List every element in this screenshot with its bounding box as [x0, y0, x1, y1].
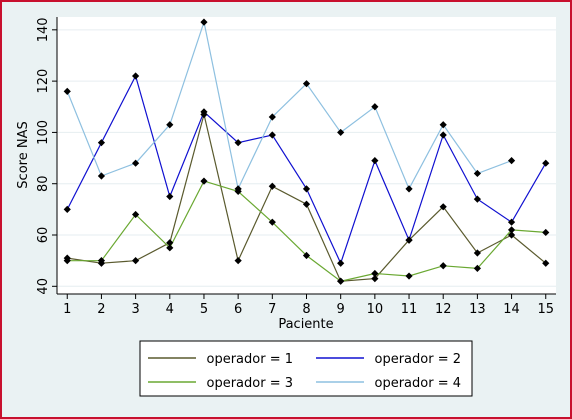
data-point — [405, 272, 413, 280]
data-point — [405, 185, 413, 193]
series-line-4 — [66, 19, 512, 191]
data-point — [268, 218, 276, 226]
x-tick-label: 9 — [337, 302, 345, 317]
data-point — [371, 275, 379, 283]
data-point — [507, 231, 516, 239]
data-point — [302, 200, 311, 208]
data-point — [166, 244, 174, 252]
x-tick-label: 8 — [302, 302, 310, 317]
data-point — [302, 80, 311, 88]
x-tick-label: 13 — [469, 302, 486, 317]
legend-label: operador = 4 — [375, 376, 462, 391]
x-tick-label: 3 — [131, 302, 139, 317]
x-tick-label: 12 — [435, 302, 452, 317]
y-tick-label: 80 — [36, 175, 51, 192]
x-axis-title: Paciente — [278, 317, 333, 332]
x-tick-label: 10 — [367, 302, 384, 317]
data-point — [371, 103, 379, 111]
y-tick-label: 140 — [36, 17, 51, 42]
y-tick-label: 100 — [36, 120, 51, 145]
data-point — [132, 210, 140, 219]
data-point — [63, 257, 71, 265]
data-point — [268, 131, 276, 139]
data-point — [268, 113, 276, 121]
data-point — [132, 159, 140, 167]
x-tick-label: 2 — [97, 302, 105, 317]
data-point — [371, 157, 379, 165]
legend-box — [139, 340, 473, 397]
data-point — [200, 108, 208, 116]
data-point — [439, 131, 447, 139]
data-point — [166, 121, 174, 129]
data-point — [473, 169, 481, 178]
data-point — [439, 203, 447, 211]
x-tick-label: 1 — [63, 302, 71, 317]
x-tick-label: 4 — [166, 302, 174, 317]
data-point — [97, 257, 106, 265]
x-tick-label: 6 — [234, 302, 242, 317]
data-point — [542, 259, 550, 267]
data-point — [371, 269, 379, 278]
y-tick-label: 60 — [36, 227, 51, 244]
data-point — [473, 195, 481, 203]
data-point — [132, 257, 140, 265]
y-axis-title: Score NAS — [16, 121, 31, 188]
y-tick-label: 120 — [36, 69, 51, 94]
data-point — [166, 192, 174, 201]
data-point — [542, 228, 550, 237]
data-point — [200, 177, 208, 185]
data-point — [234, 185, 242, 193]
data-point — [200, 18, 208, 26]
data-point — [473, 249, 481, 257]
y-tick-label: 40 — [36, 278, 51, 295]
data-point — [268, 182, 276, 190]
data-point — [337, 259, 345, 267]
data-point — [234, 139, 242, 147]
data-point — [302, 251, 311, 260]
legend-label: operador = 3 — [207, 376, 294, 391]
data-point — [542, 159, 550, 167]
data-point — [473, 264, 481, 272]
x-tick-label: 15 — [537, 302, 554, 317]
data-point — [63, 87, 71, 95]
x-tick-label: 5 — [200, 302, 208, 317]
legend-label: operador = 1 — [207, 352, 294, 367]
data-point — [97, 172, 106, 180]
data-point — [166, 239, 174, 247]
data-point — [507, 157, 516, 165]
x-tick-label: 11 — [401, 302, 418, 317]
data-point — [132, 72, 140, 80]
data-point — [507, 226, 516, 234]
data-point — [439, 121, 447, 129]
data-point — [234, 257, 242, 265]
data-point — [439, 262, 447, 270]
data-point — [302, 185, 311, 193]
legend-label: operador = 2 — [375, 352, 462, 367]
data-markers — [63, 18, 550, 285]
data-point — [63, 205, 71, 213]
legend: operador = 1 operador = 2 operador = 3 oper… — [139, 340, 473, 397]
data-point — [97, 139, 106, 147]
data-point — [337, 128, 345, 137]
x-tick-label: 7 — [268, 302, 276, 317]
data-point — [337, 277, 345, 285]
x-tick-label: 14 — [503, 302, 520, 317]
data-point — [405, 236, 413, 244]
data-point — [507, 218, 516, 226]
